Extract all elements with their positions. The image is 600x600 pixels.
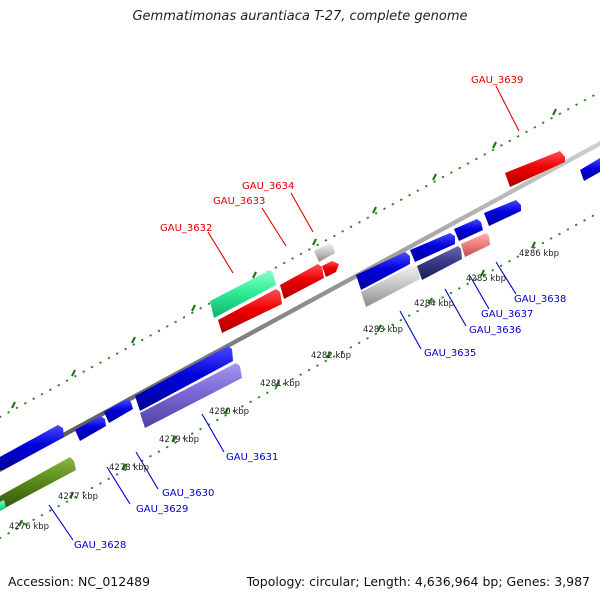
accession-text: Accession: NC_012489 — [8, 574, 151, 589]
gene-GAU_3639[interactable] — [505, 151, 565, 187]
gene-label[interactable]: GAU_3628 — [74, 540, 126, 551]
label-connectors-red — [207, 85, 520, 274]
map-title: Gemmatimonas aurantiaca T-27, complete g… — [132, 9, 468, 24]
gene-label[interactable]: GAU_3631 — [226, 452, 278, 463]
gene-label[interactable]: GAU_3636 — [469, 325, 521, 336]
scale-label: 4280 kbp — [209, 407, 249, 417]
scale-label: 4285 kbp — [466, 274, 506, 284]
scale-labels: 4276 kbp 4277 kbp 4278 kbp 4279 kbp 4280… — [9, 249, 559, 532]
scale-label: 4276 kbp — [9, 522, 49, 532]
gene-label[interactable]: GAU_3630 — [162, 488, 214, 499]
gene-label[interactable]: GAU_3632 — [160, 223, 212, 234]
outer-major-ticks — [11, 108, 557, 409]
gene-label[interactable]: GAU_3639 — [471, 75, 523, 86]
gene-GAU_3631[interactable] — [135, 346, 233, 411]
gene-label[interactable]: GAU_3634 — [242, 181, 294, 192]
gene-GAU_3628[interactable] — [0, 425, 64, 470]
gene-GAU_3637[interactable] — [454, 219, 490, 257]
genome-summary-text: Topology: circular; Length: 4,636,964 bp… — [246, 574, 590, 589]
gene-lavender-strip[interactable] — [140, 363, 242, 428]
gene-GAU_3628-reverse[interactable] — [0, 457, 76, 512]
gene-label[interactable]: GAU_3633 — [213, 196, 265, 207]
gene-GAU_3633[interactable] — [280, 264, 324, 299]
gene-GAU_3638[interactable] — [484, 200, 521, 226]
gene-GAU_3632[interactable] — [210, 270, 276, 318]
scale-label: 4284 kbp — [414, 299, 454, 309]
scale-label: 4283 kbp — [363, 325, 403, 335]
gene-GAU_3629[interactable] — [75, 416, 106, 441]
inner-tick-ring — [0, 211, 600, 539]
gene-GAU_3636[interactable] — [410, 233, 462, 280]
scale-label: 4282 kbp — [311, 351, 351, 361]
gene-GAU_3634[interactable] — [314, 243, 339, 277]
gene-edge-right[interactable] — [580, 158, 600, 181]
gene-GAU_3635[interactable] — [356, 252, 420, 307]
scale-label: 4281 kbp — [260, 379, 300, 389]
scale-label: 4279 kbp — [159, 435, 199, 445]
outer-tick-ring — [0, 91, 600, 418]
gene-label[interactable]: GAU_3638 — [514, 294, 566, 305]
scale-label: 4277 kbp — [58, 492, 98, 502]
gene-labels-red: GAU_3632 GAU_3633 GAU_3634 GAU_3639 — [160, 75, 523, 234]
gene-GAU_3630[interactable] — [104, 399, 133, 423]
gene-labels-blue: GAU_3628 GAU_3629 GAU_3630 GAU_3631 GAU_… — [74, 294, 566, 551]
scale-label: 4278 kbp — [109, 463, 149, 473]
gene-label[interactable]: GAU_3629 — [136, 504, 188, 515]
label-connectors-blue — [48, 261, 517, 541]
gene-label[interactable]: GAU_3637 — [481, 309, 533, 320]
inner-major-ticks — [18, 241, 536, 527]
gene-label[interactable]: GAU_3635 — [424, 348, 476, 359]
gene-GAU_3633-main[interactable] — [218, 289, 282, 333]
scale-label: 4286 kbp — [519, 249, 559, 259]
